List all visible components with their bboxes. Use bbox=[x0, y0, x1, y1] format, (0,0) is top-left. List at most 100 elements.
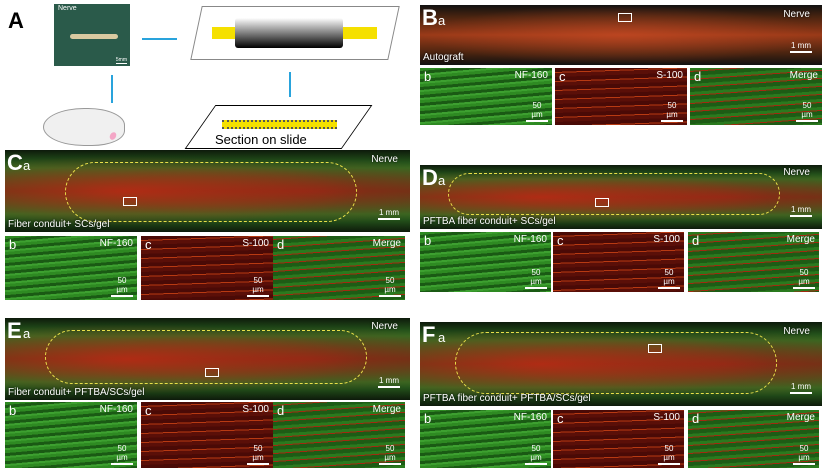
arrow-up-icon bbox=[111, 75, 113, 103]
scale-bar: 1 mm bbox=[790, 41, 812, 53]
subpanel-letter: d bbox=[692, 411, 700, 426]
stain-label: NF-160 bbox=[513, 234, 547, 245]
subpanel-letter: b bbox=[9, 237, 17, 252]
longitudinal-section-image: B a Nerve Autograft 1 mm bbox=[420, 5, 822, 65]
stain-label: NF-160 bbox=[99, 238, 133, 249]
subpanel-d-merge: d Merge 50 µm bbox=[690, 68, 822, 125]
region-of-interest-box bbox=[648, 344, 662, 353]
condition-caption: Fiber conduit+ PFTBA/SCs/gel bbox=[8, 387, 145, 398]
condition-caption: PFTBA fiber conduit+ SCs/gel bbox=[423, 216, 556, 227]
stain-label: Merge bbox=[786, 412, 815, 423]
stain-label: S-100 bbox=[242, 238, 269, 249]
scale-bar: 1 mm bbox=[790, 382, 812, 394]
stain-label: Merge bbox=[789, 70, 818, 81]
scale-bar: 50 µm bbox=[525, 268, 547, 289]
scale-bar: 1 mm bbox=[378, 376, 400, 388]
subpanel-d-merge: d Merge 50 µm bbox=[273, 236, 405, 300]
region-of-interest-box bbox=[205, 368, 219, 377]
subpanel-b-nf-160: b NF-160 50 µm bbox=[420, 232, 551, 292]
nerve-label: Nerve bbox=[783, 9, 810, 20]
conduit-outline bbox=[448, 173, 780, 215]
subpanel-letter: d bbox=[694, 69, 702, 84]
subpanel-letter: b bbox=[424, 69, 432, 84]
stain-label: S-100 bbox=[653, 412, 680, 423]
nerve-sample bbox=[70, 34, 118, 39]
scale-bar: 50 µm bbox=[658, 444, 680, 465]
panel-letter: F bbox=[422, 322, 436, 347]
stain-label: NF-160 bbox=[99, 404, 133, 415]
scale-bar: 50 µm bbox=[526, 101, 548, 122]
subpanel-b-nf-160: b NF-160 50 µm bbox=[420, 410, 551, 468]
longitudinal-section-image: E a Nerve Fiber conduit+ PFTBA/SCs/gel 1… bbox=[5, 318, 410, 400]
slide-label: Section on slide bbox=[215, 132, 307, 147]
subpanel-letter: d bbox=[277, 237, 285, 252]
subpanel-letter: c bbox=[145, 403, 152, 418]
section-strip bbox=[222, 120, 337, 129]
panel-letter: B bbox=[422, 5, 438, 30]
subpanel-b-nf-160: b NF-160 50 µm bbox=[5, 402, 137, 468]
scale-bar: 50 µm bbox=[796, 101, 818, 122]
region-of-interest-box bbox=[123, 197, 137, 206]
nerve-photo: Nerve 5mm bbox=[54, 4, 130, 66]
subpanel-c-s-100: c S-100 50 µm bbox=[141, 402, 273, 468]
scale-bar: 50 µm bbox=[525, 444, 547, 465]
stain-label: Merge bbox=[372, 404, 401, 415]
subpanel-letter: a bbox=[23, 326, 31, 341]
scale-bar: 50 µm bbox=[111, 276, 133, 297]
stain-label: S-100 bbox=[653, 234, 680, 245]
subpanel-letter: c bbox=[559, 69, 566, 84]
subpanel-letter: c bbox=[145, 237, 152, 252]
stain-label: S-100 bbox=[656, 70, 683, 81]
conduit-outline bbox=[455, 332, 777, 394]
tissue-image bbox=[420, 5, 822, 65]
scale-bar: 50 µm bbox=[793, 444, 815, 465]
subpanel-letter: b bbox=[9, 403, 17, 418]
subpanel-c-s-100: c S-100 50 µm bbox=[555, 68, 687, 125]
conduit-outline bbox=[45, 330, 367, 384]
condition-caption: Fiber conduit+ SCs/gel bbox=[8, 219, 110, 230]
longitudinal-section-image: D a Nerve PFTBA fiber conduit+ SCs/gel 1… bbox=[420, 165, 822, 229]
panel-letter: D bbox=[422, 165, 438, 190]
rat-illustration bbox=[38, 98, 148, 154]
scale-bar: 50 µm bbox=[661, 101, 683, 122]
subpanel-letter: d bbox=[692, 233, 700, 248]
scale-bar: 1 mm bbox=[790, 205, 812, 217]
scale-bar: 50 µm bbox=[247, 444, 269, 465]
subpanel-c-s-100: c S-100 50 µm bbox=[141, 236, 273, 300]
condition-caption: PFTBA fiber conduit+ PFTBA/SCs/gel bbox=[423, 393, 591, 404]
subpanel-c-s-100: c S-100 50 µm bbox=[553, 232, 684, 292]
scale-bar: 50 µm bbox=[111, 444, 133, 465]
stain-label: Merge bbox=[786, 234, 815, 245]
conduit-cylinder bbox=[235, 18, 343, 48]
scale-bar: 50 µm bbox=[793, 268, 815, 289]
nerve-label: Nerve bbox=[783, 326, 810, 337]
subpanel-letter: c bbox=[557, 233, 564, 248]
subpanel-letter: a bbox=[23, 158, 31, 173]
longitudinal-section-image: C a Nerve Fiber conduit+ SCs/gel 1 mm bbox=[5, 150, 410, 232]
scale-bar: 1 mm bbox=[378, 208, 400, 220]
subpanel-letter: c bbox=[557, 411, 564, 426]
nerve-label: Nerve bbox=[783, 167, 810, 178]
conduit-outline bbox=[65, 162, 357, 222]
region-of-interest-box bbox=[618, 13, 632, 22]
scale-bar: 50 µm bbox=[658, 268, 680, 289]
region-of-interest-box bbox=[595, 198, 609, 207]
panel-letter: C bbox=[7, 150, 23, 175]
photo-label: Nerve bbox=[58, 5, 77, 12]
subpanel-b-nf-160: b NF-160 50 µm bbox=[420, 68, 552, 125]
subpanel-letter: a bbox=[438, 173, 446, 188]
nerve-label: Nerve bbox=[371, 321, 398, 332]
condition-caption: Autograft bbox=[423, 52, 464, 63]
stain-label: S-100 bbox=[242, 404, 269, 415]
panel-letter: E bbox=[7, 318, 22, 343]
subpanel-d-merge: d Merge 50 µm bbox=[688, 232, 819, 292]
subpanel-letter: a bbox=[438, 13, 446, 28]
scale-bar: 50 µm bbox=[379, 444, 401, 465]
stain-label: NF-160 bbox=[514, 70, 548, 81]
panel-letter-a: A bbox=[8, 8, 24, 33]
scale-bar: 50 µm bbox=[247, 276, 269, 297]
subpanel-letter: a bbox=[438, 330, 446, 345]
stain-label: NF-160 bbox=[513, 412, 547, 423]
subpanel-d-merge: d Merge 50 µm bbox=[688, 410, 819, 468]
subpanel-letter: b bbox=[424, 411, 432, 426]
